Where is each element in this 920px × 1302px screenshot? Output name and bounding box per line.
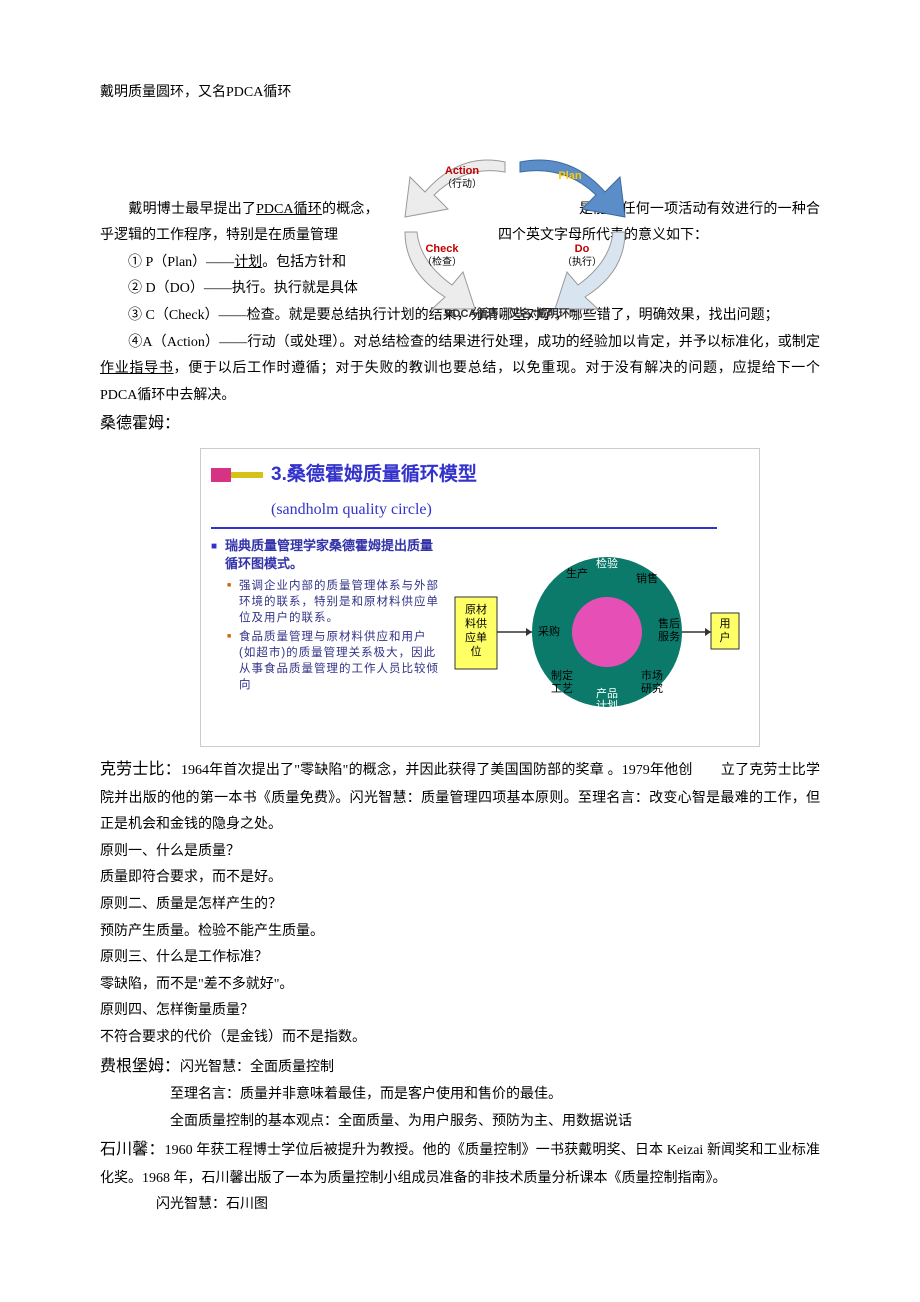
svg-text:制定: 制定 xyxy=(551,668,573,682)
svg-text:采购: 采购 xyxy=(538,624,560,638)
svg-text:研究: 研究 xyxy=(641,681,663,695)
svg-text:户: 户 xyxy=(720,630,731,644)
crosby-p2-a: 预防产生质量。检验不能产生质量。 xyxy=(100,919,820,946)
crosby-p4-a: 不符合要求的代价（是金钱）而不是指数。 xyxy=(100,1025,820,1052)
svg-text:原材: 原材 xyxy=(465,602,487,616)
svg-text:售后: 售后 xyxy=(658,616,680,630)
pdca-section: Action （行动） Plan （计划） Check （检查） Do （执行）… xyxy=(100,147,820,410)
pdca-do-label: Do （执行） xyxy=(562,242,602,269)
feigenbaum-line3: 全面质量控制的基本观点：全面质量、为用户服务、预防为主、用数据说话 xyxy=(100,1109,820,1136)
crosby-p3-a: 零缺陷，而不是"差不多就好"。 xyxy=(100,972,820,999)
svg-text:销售: 销售 xyxy=(636,571,658,585)
ishikawa-wisdom: 闪光智慧：石川图 xyxy=(100,1192,820,1219)
pdca-action-label: Action （行动） xyxy=(442,164,482,191)
crosby-p4-q: 原则四、怎样衡量质量？ xyxy=(100,998,820,1025)
svg-text:应单: 应单 xyxy=(465,630,487,644)
svg-text:服务: 服务 xyxy=(658,630,680,643)
sandholm-main-bullet: 瑞典质量管理学家桑德霍姆提出质量循环图模式。 xyxy=(211,537,441,573)
crosby-p2-q: 原则二、质量是怎样产生的？ xyxy=(100,892,820,919)
ishikawa-intro: 石川馨：1960 年获工程博士学位后被提升为教授。他的《质量控制》一书获戴明奖、… xyxy=(100,1135,820,1192)
pdca-item-4: ④A（Action）——行动（或处理）。对总结检查的结果进行处理，成功的经验加以… xyxy=(100,330,820,410)
svg-text:检验: 检验 xyxy=(596,556,618,570)
svg-text:产品: 产品 xyxy=(596,686,618,700)
crosby-intro: 克劳士比：1964年首次提出了"零缺陷"的概念，并因此获得了美国国防部的奖章 。… xyxy=(100,755,820,839)
sandholm-subtitle: (sandholm quality circle) xyxy=(271,495,749,525)
svg-text:市场: 市场 xyxy=(641,668,663,682)
sandholm-sub-1: 强调企业内部的质量管理体系与外部环境的联系，特别是和原材料供应单位及用户的联系。 xyxy=(211,578,441,626)
page-title: 戴明质量圆环，又名PDCA循环 xyxy=(100,80,820,107)
crosby-p1-a: 质量即符合要求，而不是好。 xyxy=(100,865,820,892)
pdca-caption: PDCA循环，又名"戴明环" xyxy=(370,304,650,325)
sandholm-title: 3.桑德霍姆质量循环模型 xyxy=(271,457,477,493)
pdca-cycle-svg xyxy=(370,137,650,312)
svg-text:位: 位 xyxy=(471,644,482,658)
pdca-diagram: Action （行动） Plan （计划） Check （检查） Do （执行）… xyxy=(370,137,650,317)
crosby-p1-q: 原则一、什么是质量？ xyxy=(100,839,820,866)
sandholm-divider xyxy=(211,527,717,529)
sandholm-slide: 3.桑德霍姆质量循环模型 (sandholm quality circle) 瑞… xyxy=(200,448,760,747)
pdca-plan-label: Plan （计划） xyxy=(550,169,590,196)
sandholm-heading: 桑德霍姆： xyxy=(100,409,820,439)
sandholm-cycle-diagram: 原材 料供 应单 位 用 户 生产 检验 销售 售后 服务 市场 xyxy=(447,537,749,732)
feigenbaum-line2: 至理名言：质量并非意味着最佳，而是客户使用和售价的最佳。 xyxy=(100,1082,820,1109)
svg-text:用: 用 xyxy=(720,618,731,630)
sandholm-text-col: 瑞典质量管理学家桑德霍姆提出质量循环图模式。 强调企业内部的质量管理体系与外部环… xyxy=(211,537,441,732)
svg-text:生产: 生产 xyxy=(566,566,588,580)
svg-text:计划: 计划 xyxy=(596,699,618,712)
pdca-check-label: Check （检查） xyxy=(422,242,462,269)
sandholm-title-deco-icon xyxy=(211,468,263,482)
feigenbaum-line1: 费根堡姆：闪光智慧：全面质量控制 xyxy=(100,1052,820,1082)
svg-text:料供: 料供 xyxy=(465,616,487,630)
svg-text:工艺: 工艺 xyxy=(551,682,573,695)
sandholm-sub-2: 食品质量管理与原材料供应和用户(如超市)的质量管理关系极大，因此从事食品质量管理… xyxy=(211,629,441,693)
crosby-p3-q: 原则三、什么是工作标准？ xyxy=(100,945,820,972)
